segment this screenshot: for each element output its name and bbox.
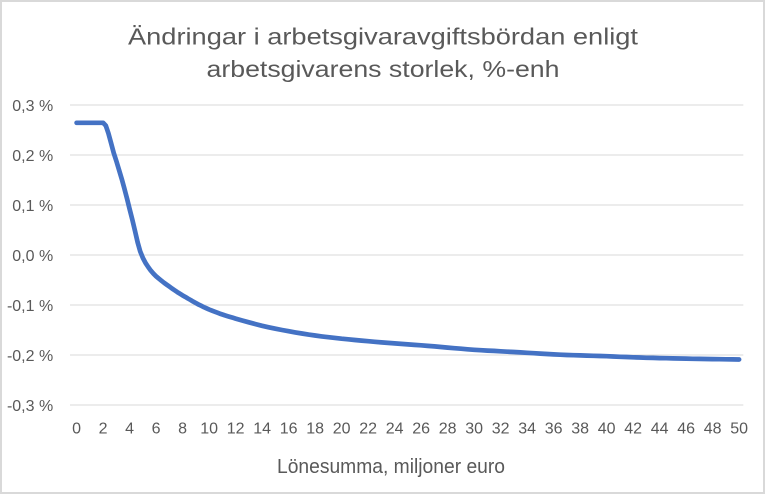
svg-text:Lönesumma, miljoner euro: Lönesumma, miljoner euro <box>277 456 505 478</box>
svg-text:8: 8 <box>178 421 187 438</box>
svg-text:0,3 %: 0,3 % <box>12 98 53 115</box>
svg-text:42: 42 <box>624 421 642 438</box>
svg-text:12: 12 <box>227 421 245 438</box>
svg-text:4: 4 <box>125 421 134 438</box>
svg-text:0,0 %: 0,0 % <box>12 248 53 265</box>
svg-text:arbetsgivarens storlek, %-enh: arbetsgivarens storlek, %-enh <box>207 56 560 82</box>
svg-text:10: 10 <box>200 421 218 438</box>
svg-text:50: 50 <box>730 421 748 438</box>
svg-text:46: 46 <box>677 421 695 438</box>
svg-text:20: 20 <box>333 421 351 438</box>
svg-text:22: 22 <box>359 421 377 438</box>
svg-text:0,1 %: 0,1 % <box>12 198 53 215</box>
svg-text:32: 32 <box>492 421 510 438</box>
svg-text:0: 0 <box>72 421 81 438</box>
svg-text:28: 28 <box>439 421 457 438</box>
svg-text:48: 48 <box>704 421 722 438</box>
svg-text:34: 34 <box>518 421 536 438</box>
svg-text:-0,2 %: -0,2 % <box>7 348 53 365</box>
svg-text:26: 26 <box>412 421 430 438</box>
svg-text:6: 6 <box>152 421 161 438</box>
svg-text:38: 38 <box>571 421 589 438</box>
svg-text:16: 16 <box>280 421 298 438</box>
svg-text:24: 24 <box>386 421 404 438</box>
svg-text:-0,3 %: -0,3 % <box>7 398 53 415</box>
svg-text:44: 44 <box>651 421 669 438</box>
svg-text:40: 40 <box>598 421 616 438</box>
svg-text:14: 14 <box>253 421 271 438</box>
svg-text:30: 30 <box>465 421 483 438</box>
svg-text:36: 36 <box>545 421 563 438</box>
svg-text:2: 2 <box>99 421 108 438</box>
svg-text:Ändringar i arbetsgivaravgifts: Ändringar i arbetsgivaravgiftsbördan enl… <box>128 23 639 49</box>
svg-text:0,2 %: 0,2 % <box>12 148 53 165</box>
svg-text:18: 18 <box>306 421 324 438</box>
svg-text:-0,1 %: -0,1 % <box>7 298 53 315</box>
